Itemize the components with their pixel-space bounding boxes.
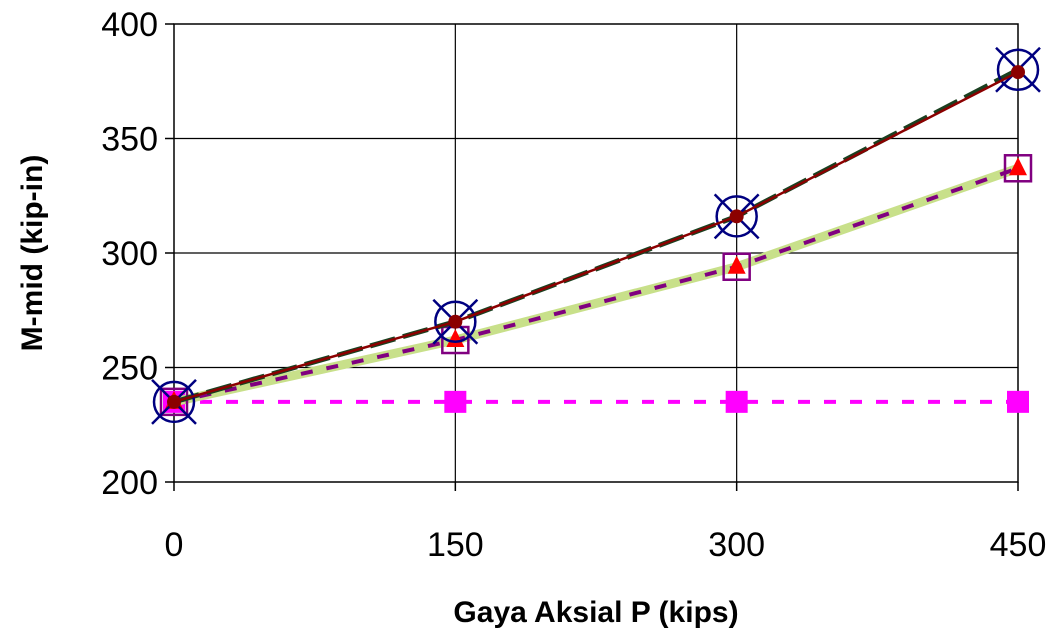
series-3	[159, 154, 1033, 417]
data-point	[729, 209, 744, 224]
marker-circle	[996, 48, 1040, 92]
marker-circle	[152, 380, 196, 424]
data-point	[1003, 154, 1033, 183]
data-point	[159, 387, 189, 417]
x-tick-label: 0	[165, 526, 184, 564]
data-point	[727, 255, 746, 274]
x-tick-labels: 0 150 300 450	[165, 526, 1047, 564]
y-tick-label: 300	[101, 235, 158, 273]
series-2	[173, 164, 1020, 407]
series-line	[173, 164, 1020, 407]
y-tick-labels: 200 250 300 350 400	[101, 6, 158, 502]
series-line	[173, 70, 1019, 404]
data-point	[167, 394, 181, 409]
data-point	[448, 314, 463, 329]
data-point	[722, 252, 751, 281]
marker-circle	[715, 195, 758, 238]
y-tick-label: 250	[101, 350, 158, 388]
y-tick-label: 400	[101, 6, 158, 44]
x-tick-label: 150	[427, 526, 484, 564]
marker-circle	[434, 300, 477, 343]
data-point	[1007, 390, 1029, 413]
series-layer	[151, 46, 1041, 425]
data-point	[444, 390, 467, 413]
series-7	[167, 65, 1025, 409]
x-axis-label: Gaya Aksial P (kips)	[453, 596, 738, 629]
y-tick-label: 200	[101, 464, 158, 502]
data-point	[1009, 157, 1027, 176]
data-point	[1011, 65, 1025, 80]
x-tick-label: 450	[990, 526, 1047, 564]
data-point	[446, 329, 465, 348]
data-point	[725, 390, 748, 413]
y-tick-label: 350	[101, 121, 158, 159]
y-axis-label: M-mid (kip-in)	[16, 155, 49, 352]
x-tick-label: 300	[708, 526, 765, 564]
